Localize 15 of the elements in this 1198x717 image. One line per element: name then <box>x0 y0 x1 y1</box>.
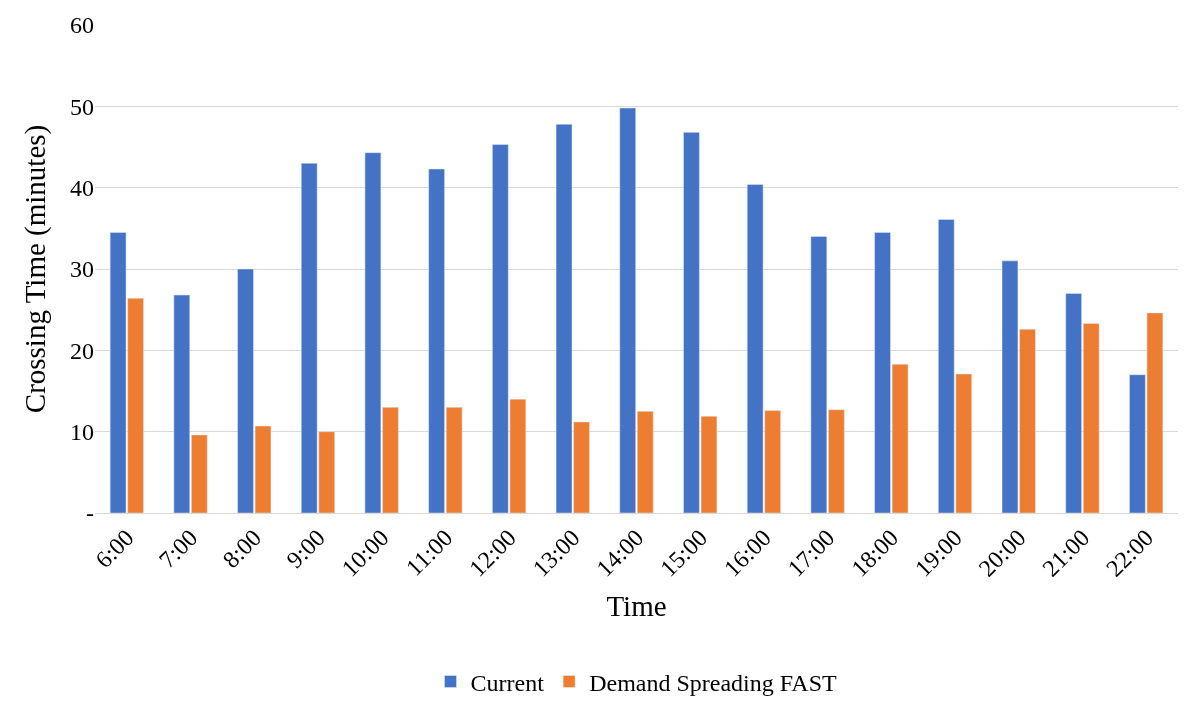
y-tick-label: 10 <box>70 419 94 446</box>
y-tick-label: 30 <box>70 256 94 283</box>
legend-label: Demand Spreading FAST <box>589 669 838 696</box>
legend-label: Current <box>470 669 545 696</box>
y-tick-label: - <box>86 500 94 527</box>
x-axis-title: Time <box>606 590 667 623</box>
y-tick-label: 20 <box>70 337 94 364</box>
x-tick-label: 9:00 <box>281 524 330 573</box>
y-tick-label: 40 <box>70 175 94 202</box>
x-tick-label: 7:00 <box>154 524 203 573</box>
y-axis-title: Crossing Time (minutes) <box>19 124 53 414</box>
y-tick-label: 50 <box>70 93 94 120</box>
x-tick-label: 6:00 <box>90 524 139 573</box>
y-tick-label: 60 <box>70 12 94 39</box>
x-tick-label: 8:00 <box>217 524 267 573</box>
